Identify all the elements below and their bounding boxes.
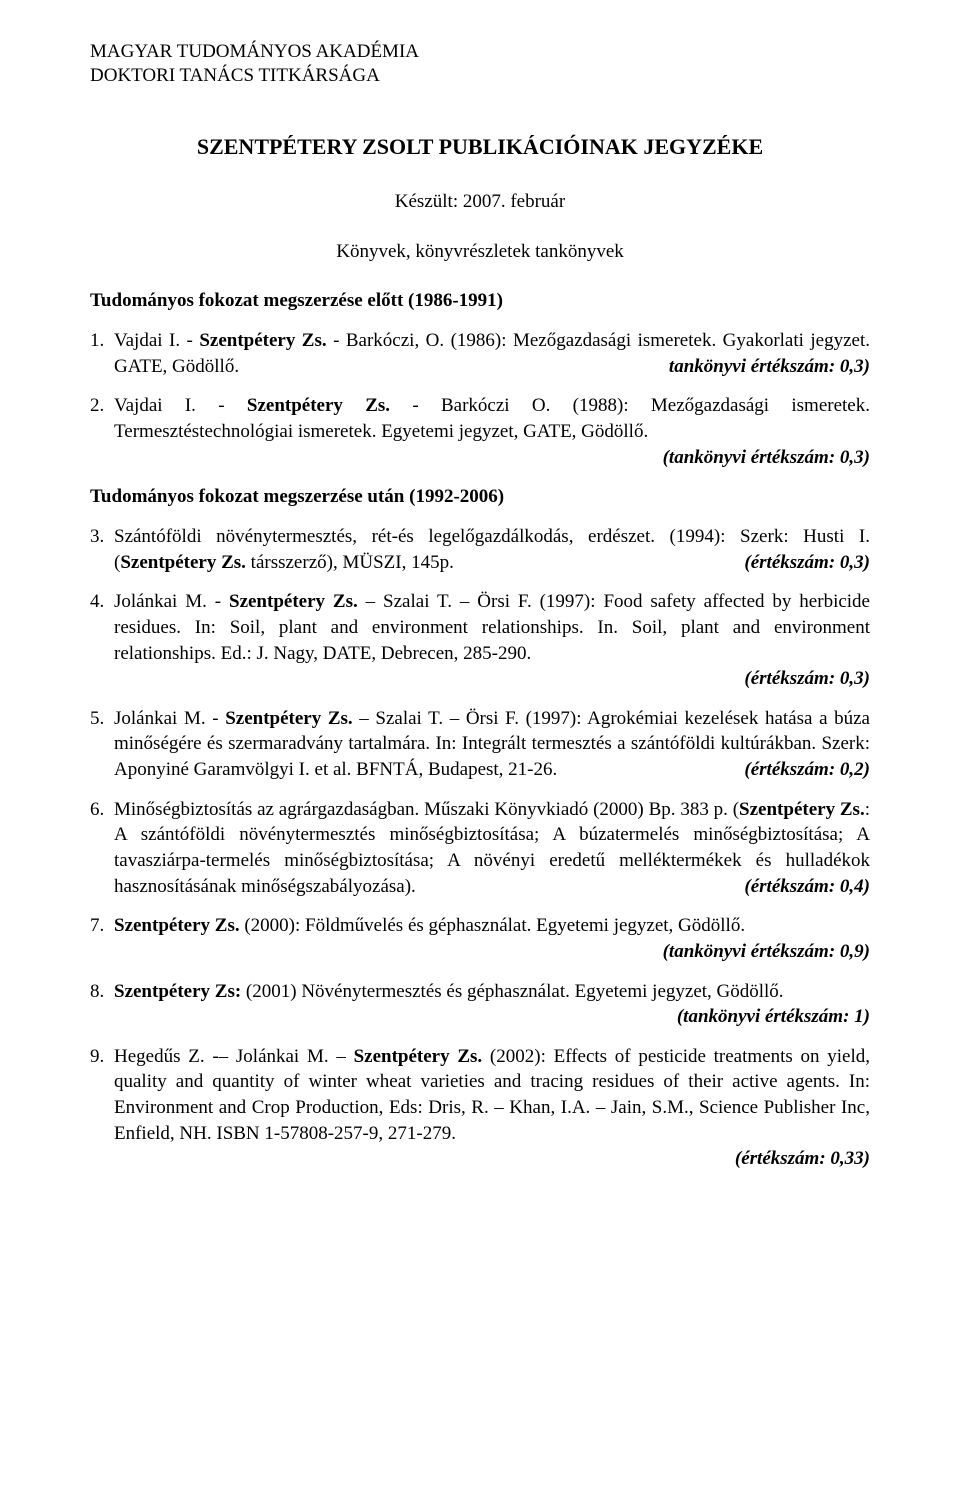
author-bold: Szentpétery Zs.	[354, 1046, 483, 1067]
item-number: 4.	[90, 589, 114, 692]
item-number: 5.	[90, 706, 114, 783]
item-number: 9.	[90, 1044, 114, 1172]
item-text: Minőségbiztosítás az agrárgazdaságban. M…	[114, 799, 739, 820]
org-header: MAGYAR TUDOMÁNYOS AKADÉMIA DOKTORI TANÁC…	[90, 40, 870, 88]
score: (tankönyvi értékszám: 0,9)	[114, 939, 870, 965]
author-bold: Szentpétery Zs.	[114, 915, 240, 936]
author-bold: Szentpétery Zs.	[739, 799, 865, 820]
item-number: 6.	[90, 797, 114, 900]
item-text: (2000): Földművelés és géphasználat. Egy…	[240, 915, 746, 936]
author-bold: Szentpétery Zs.	[229, 591, 358, 612]
pub-item: 5. Jolánkai M. - Szentpétery Zs. – Szala…	[90, 706, 870, 783]
author-bold: Szentpétery Zs.	[225, 708, 352, 729]
score: (értékszám: 0,3)	[744, 550, 870, 576]
item-body: Jolánkai M. - Szentpétery Zs. – Szalai T…	[114, 589, 870, 692]
item-body: Vajdai I. - Szentpétery Zs. - Barkóczi O…	[114, 393, 870, 470]
pub-item: 1. Vajdai I. - Szentpétery Zs. - Barkócz…	[90, 328, 870, 379]
item-text: Vajdai I. -	[114, 395, 247, 416]
org-line-2: DOKTORI TANÁCS TITKÁRSÁGA	[90, 64, 870, 88]
item-number: 1.	[90, 328, 114, 379]
pub-item: 2. Vajdai I. - Szentpétery Zs. - Barkócz…	[90, 393, 870, 470]
author-bold: Szentpétery Zs.	[120, 552, 246, 573]
item-body: Vajdai I. - Szentpétery Zs. - Barkóczi, …	[114, 328, 870, 379]
page-title: SZENTPÉTERY ZSOLT PUBLIKÁCIÓINAK JEGYZÉK…	[90, 132, 870, 162]
item-number: 2.	[90, 393, 114, 470]
publication-list-before: 1. Vajdai I. - Szentpétery Zs. - Barkócz…	[90, 328, 870, 470]
pub-item: 3. Szántóföldi növénytermesztés, rét-és …	[90, 524, 870, 575]
score: (tankönyvi értékszám: 1)	[677, 1004, 870, 1030]
score: (tankönyvi értékszám: 0,3)	[114, 445, 870, 471]
item-body: Hegedűs Z. -– Jolánkai M. – Szentpétery …	[114, 1044, 870, 1172]
date-line: Készült: 2007. február	[90, 189, 870, 215]
score: (értékszám: 0,33)	[114, 1146, 870, 1172]
item-body: Szántóföldi növénytermesztés, rét-és leg…	[114, 524, 870, 575]
section-after: Tudományos fokozat megszerzése után (199…	[90, 484, 870, 510]
pub-item: 9. Hegedűs Z. -– Jolánkai M. – Szentpéte…	[90, 1044, 870, 1172]
section-before: Tudományos fokozat megszerzése előtt (19…	[90, 288, 870, 314]
org-line-1: MAGYAR TUDOMÁNYOS AKADÉMIA	[90, 40, 870, 64]
item-body: Jolánkai M. - Szentpétery Zs. – Szalai T…	[114, 706, 870, 783]
pub-item: 8. Szentpétery Zs: (2001) Növénytermeszt…	[90, 979, 870, 1030]
pub-item: 6. Minőségbiztosítás az agrárgazdaságban…	[90, 797, 870, 900]
item-text: Jolánkai M. -	[114, 708, 225, 729]
score: tankönyvi értékszám: 0,3)	[669, 354, 870, 380]
item-body: Szentpétery Zs: (2001) Növénytermesztés …	[114, 979, 870, 1030]
item-text: (2001) Növénytermesztés és géphasználat.…	[241, 981, 783, 1002]
author-bold: Szentpétery Zs:	[114, 981, 241, 1002]
item-body: Szentpétery Zs. (2000): Földművelés és g…	[114, 913, 870, 964]
item-body: Minőségbiztosítás az agrárgazdaságban. M…	[114, 797, 870, 900]
score: (értékszám: 0,4)	[744, 874, 870, 900]
publication-list-after: 3. Szántóföldi növénytermesztés, rét-és …	[90, 524, 870, 1172]
item-number: 8.	[90, 979, 114, 1030]
author-bold: Szentpétery Zs.	[247, 395, 390, 416]
books-line: Könyvek, könyvrészletek tankönyvek	[90, 239, 870, 265]
author-bold: Szentpétery Zs.	[199, 330, 326, 351]
item-text: Vajdai I. -	[114, 330, 199, 351]
pub-item: 4. Jolánkai M. - Szentpétery Zs. – Szala…	[90, 589, 870, 692]
pub-item: 7. Szentpétery Zs. (2000): Földművelés é…	[90, 913, 870, 964]
item-number: 7.	[90, 913, 114, 964]
item-number: 3.	[90, 524, 114, 575]
score: (értékszám: 0,2)	[744, 757, 870, 783]
item-text: Jolánkai M. -	[114, 591, 229, 612]
score: (értékszám: 0,3)	[114, 666, 870, 692]
item-text: társszerző), MÜSZI, 145p.	[246, 552, 454, 573]
item-text: Hegedűs Z. -– Jolánkai M. –	[114, 1046, 354, 1067]
